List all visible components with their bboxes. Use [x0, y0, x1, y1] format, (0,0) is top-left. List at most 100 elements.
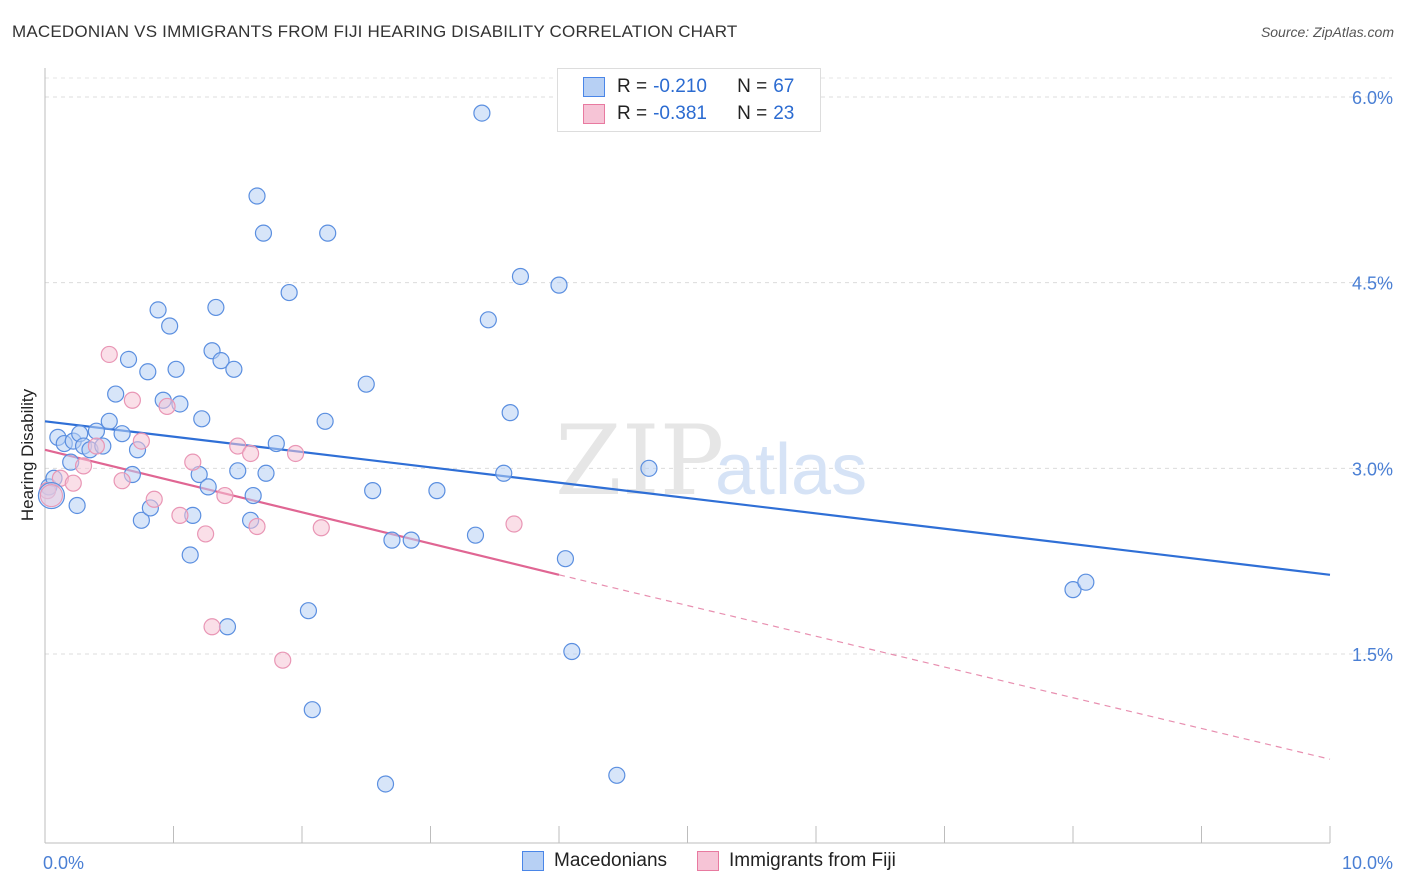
legend-n-label: N = [737, 76, 768, 97]
point-macedonians [100, 412, 118, 430]
legend-n-value: 67 [773, 76, 795, 97]
point-macedonians [608, 766, 626, 784]
point-macedonians [149, 301, 167, 319]
point-macedonians [316, 412, 334, 430]
legend-r-value: -0.381 [653, 103, 707, 124]
point-macedonians [181, 546, 199, 564]
legend-swatch-blue [583, 77, 605, 97]
y-axis-title: Hearing Disability [18, 388, 37, 521]
point-fiji [123, 391, 141, 409]
point-macedonians [212, 352, 230, 370]
point-macedonians [479, 311, 497, 329]
source-credit: Source: ZipAtlas.com [1260, 24, 1394, 40]
point-macedonians [248, 187, 266, 205]
point-macedonians [199, 478, 217, 496]
y-tick-label: 1.5% [1352, 645, 1393, 665]
trendline-fiji-extension [558, 574, 1331, 760]
point-macedonians [319, 224, 337, 242]
point-macedonians [428, 482, 446, 500]
point-macedonians [563, 642, 581, 661]
point-macedonians [229, 462, 247, 480]
grid-lines [45, 77, 1392, 655]
point-fiji [312, 519, 330, 537]
point-macedonians [139, 363, 157, 381]
legend-item-macedonians: Macedonians [522, 850, 667, 872]
legend-row-fiji: R = -0.381 N = 23 [583, 101, 795, 127]
point-fiji [197, 525, 215, 543]
y-tick-label: 3.0% [1352, 459, 1393, 479]
point-macedonians [357, 375, 375, 393]
legend-swatch-blue [522, 851, 544, 871]
point-macedonians [303, 701, 321, 719]
point-macedonians [550, 276, 568, 294]
chart-title: MACEDONIAN VS IMMIGRANTS FROM FIJI HEARI… [12, 22, 738, 41]
point-macedonians [267, 434, 285, 453]
axes [44, 68, 1331, 844]
point-fiji [74, 457, 93, 475]
legend-n-value: 23 [773, 103, 795, 124]
point-fiji [286, 444, 305, 463]
point-macedonians [299, 602, 318, 620]
y-tick-label: 6.0% [1352, 88, 1393, 108]
point-macedonians [218, 618, 237, 636]
y-tick-label: 4.5% [1352, 274, 1393, 294]
legend-swatch-pink [697, 851, 720, 871]
point-fiji [248, 517, 266, 536]
legend-label-fiji: Immigrants from Fiji [729, 850, 896, 871]
point-macedonians [495, 464, 513, 482]
point-macedonians [402, 531, 420, 549]
point-macedonians [640, 459, 658, 477]
point-macedonians [132, 511, 150, 529]
point-macedonians [466, 526, 485, 544]
point-fiji [113, 472, 131, 490]
point-fiji [64, 474, 82, 492]
point-macedonians [376, 775, 395, 793]
point-macedonians [254, 224, 273, 242]
legend-r-label: R = [617, 76, 648, 97]
point-macedonians [257, 464, 275, 482]
point-macedonians [473, 104, 491, 122]
trendline-macedonians [44, 420, 1331, 576]
legend-label-macedonians: Macedonians [554, 850, 668, 871]
point-macedonians [225, 360, 243, 378]
watermark-atlas: atlas [715, 430, 867, 510]
point-fiji [203, 618, 221, 636]
point-fiji [100, 345, 118, 364]
legend-r-label: R = [617, 103, 648, 124]
point-macedonians [364, 482, 382, 500]
legend-item-fiji: Immigrants from Fiji [697, 850, 896, 872]
x-tick-label: 0.0% [43, 853, 84, 873]
stats-legend: R = -0.210 N = 67 R = -0.381 N = 23 [557, 68, 821, 132]
point-macedonians [511, 267, 530, 286]
point-macedonians [37, 481, 66, 510]
point-macedonians [501, 404, 519, 422]
x-tick-label: 10.0% [1342, 853, 1393, 873]
legend-r-value: -0.210 [653, 76, 707, 97]
point-fiji [229, 437, 247, 455]
point-macedonians [119, 350, 138, 369]
point-macedonians [68, 496, 86, 515]
point-fiji [39, 484, 63, 508]
point-macedonians [244, 486, 262, 505]
point-macedonians [161, 317, 179, 335]
legend-n-label: N = [737, 103, 768, 124]
tick-labels: 1.5% 3.0% 4.5% 6.0% 0.0% 10.0% [43, 88, 1393, 873]
point-macedonians [113, 425, 131, 443]
point-macedonians [556, 550, 575, 568]
series-legend: Macedonians Immigrants from Fiji [522, 850, 926, 872]
point-macedonians [383, 531, 401, 549]
point-fiji [242, 444, 260, 463]
legend-row-macedonians: R = -0.210 N = 67 [583, 74, 795, 100]
point-macedonians [1064, 581, 1082, 599]
point-fiji [216, 486, 234, 505]
point-macedonians [107, 385, 125, 403]
point-fiji [158, 397, 176, 416]
legend-swatch-pink [583, 104, 605, 124]
point-fiji [184, 453, 202, 471]
point-macedonians [207, 298, 225, 317]
point-macedonians [167, 360, 185, 378]
data-points [37, 104, 1095, 793]
point-macedonians [1077, 573, 1095, 591]
point-fiji [505, 515, 523, 533]
